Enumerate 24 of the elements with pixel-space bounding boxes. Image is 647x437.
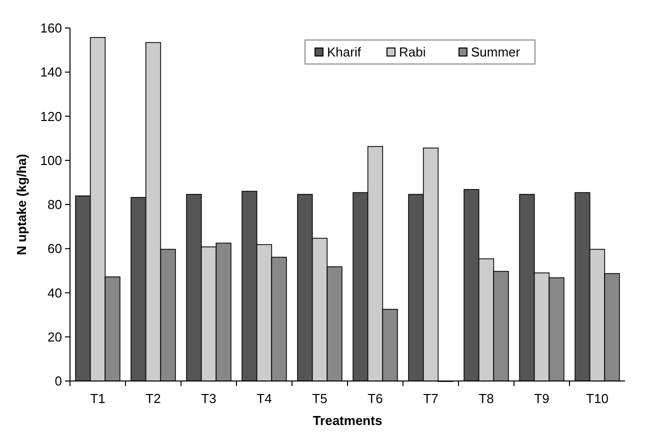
x-tick-label: T1 xyxy=(90,391,106,406)
y-tick-label: 20 xyxy=(48,329,62,344)
y-tick-label: 100 xyxy=(40,152,62,168)
x-tick-label: T5 xyxy=(312,391,328,406)
legend-label: Rabi xyxy=(399,44,426,60)
x-tick-label: T2 xyxy=(146,391,161,406)
x-tick-label: T4 xyxy=(256,391,272,406)
x-tick-label: T7 xyxy=(423,391,438,406)
y-axis-title: N uptake (kg/ha) xyxy=(14,154,29,256)
x-tick-label: T8 xyxy=(478,391,494,406)
legend-label: Kharif xyxy=(327,44,362,60)
x-tick-label: T10 xyxy=(586,391,608,406)
x-tick-label: T6 xyxy=(368,391,383,406)
y-tick-label: 60 xyxy=(48,241,62,256)
y-tick-label: 120 xyxy=(40,108,62,124)
legend-label: Summer xyxy=(471,44,521,60)
y-tick-label: 80 xyxy=(48,197,62,212)
y-tick-label: 40 xyxy=(48,285,62,300)
x-tick-label: T3 xyxy=(201,391,216,406)
x-axis-title: Treatments xyxy=(312,413,382,428)
x-tick-label: T9 xyxy=(534,391,550,406)
y-tick-label: 160 xyxy=(40,20,62,36)
y-tick-label: 0 xyxy=(54,374,62,389)
y-tick-label: 140 xyxy=(40,64,62,80)
